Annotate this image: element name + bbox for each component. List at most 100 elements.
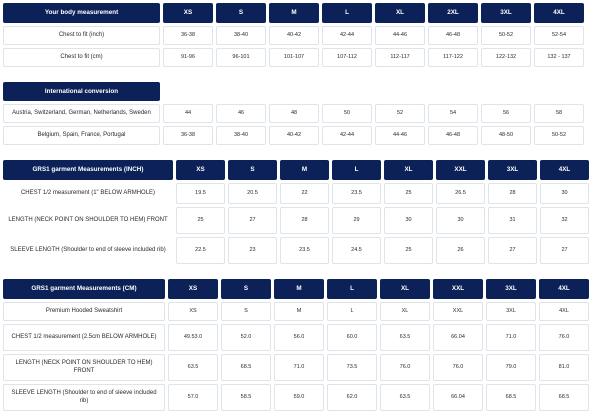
size-header: M	[280, 160, 329, 180]
size-header: XS	[168, 279, 218, 299]
size-header: L	[332, 160, 381, 180]
table-row: Chest to fit (inch) 36-38 38-40 40-42 42…	[3, 26, 597, 45]
table-cell: XXL	[433, 302, 483, 321]
table-cell: 91-96	[163, 48, 213, 67]
table-cell: 19.5	[176, 183, 225, 204]
size-header: 3XL	[481, 3, 531, 23]
table-cell: 48	[269, 104, 319, 123]
table-row: Austria, Switzerland, German, Netherland…	[3, 104, 597, 123]
row-label: LENGTH (NECK POINT ON SHOULDER TO HEM) F…	[8, 216, 168, 223]
table-cell: 101-107	[269, 48, 319, 67]
table-title: International conversion	[3, 82, 160, 101]
table-cell: 68.5	[221, 354, 271, 381]
table-cell: 132 - 137	[534, 48, 584, 67]
table-cell: 68.5	[539, 384, 589, 411]
table-row: CHEST 1/2 measurement (1" BELOW ARMHOLE)…	[3, 183, 597, 204]
table-cell: 48-50	[481, 126, 531, 145]
table-cell: 26.5	[436, 183, 485, 204]
table-cell: 56	[481, 104, 531, 123]
table-header-row: Your body measurement XS S M L XL 2XL 3X…	[3, 3, 597, 23]
table-cell: 57.0	[168, 384, 218, 411]
table-cell: 66.04	[433, 324, 483, 351]
table-row: Premium Hooded Sweatshirt XS S M L XL XX…	[3, 302, 597, 321]
table-row: Chest to fit (cm) 91-96 96-101 101-107 1…	[3, 48, 597, 67]
table-cell: 28	[280, 207, 329, 234]
table-row: LENGTH (NECK POINT ON SHOULDER TO HEM) F…	[3, 207, 597, 234]
table-row: LENGTH (NECK POINT ON SHOULDER TO HEM) F…	[3, 354, 597, 381]
size-header: XL	[380, 279, 430, 299]
size-header: XS	[163, 3, 213, 23]
table-cell: 38-40	[216, 126, 266, 145]
table-cell: 44-46	[375, 26, 425, 45]
table-cell: 23.5	[280, 237, 329, 264]
table-title: GRS1 garment Measurements (INCH)	[3, 160, 173, 180]
table-cell: 44	[163, 104, 213, 123]
table-cell: 42-44	[322, 126, 372, 145]
table-cell: 81.0	[539, 354, 589, 381]
table-cell: 25	[384, 237, 433, 264]
table-cell: 58	[534, 104, 584, 123]
table-cell: 29	[332, 207, 381, 234]
table-cell: 26	[436, 237, 485, 264]
size-header: S	[221, 279, 271, 299]
body-measurement-table: Your body measurement XS S M L XL 2XL 3X…	[3, 3, 597, 70]
row-label: Austria, Switzerland, German, Netherland…	[3, 104, 160, 123]
table-cell: 44-46	[375, 126, 425, 145]
table-row: CHEST 1/2 measurement (2.5cm BELOW ARMHO…	[3, 324, 597, 351]
table-cell: 40-42	[269, 126, 319, 145]
table-cell: 23.5	[332, 183, 381, 204]
table-cell: 27	[540, 237, 589, 264]
table-cell: 27	[488, 237, 537, 264]
table-cell: 66.04	[433, 384, 483, 411]
row-label: CHEST 1/2 measurement (2.5cm BELOW ARMHO…	[3, 324, 165, 351]
garment-cm-table: GRS1 garment Measurements (CM) XS S M L …	[3, 279, 597, 414]
table-cell: 76.0	[539, 324, 589, 351]
size-header: XL	[375, 3, 425, 23]
row-label: CHEST 1/2 measurement (1" BELOW ARMHOLE)	[20, 189, 156, 196]
table-cell: 68.5	[486, 384, 536, 411]
table-cell: 24.5	[332, 237, 381, 264]
table-cell: 25	[384, 183, 433, 204]
table-cell: 3XL	[486, 302, 536, 321]
table-cell: 122-132	[481, 48, 531, 67]
size-header: 4XL	[539, 279, 589, 299]
row-label: Belgium, Spain, France, Portugal	[3, 126, 160, 145]
table-cell: 73.5	[327, 354, 377, 381]
table-cell: 28	[488, 183, 537, 204]
table-cell: 50-52	[534, 126, 584, 145]
table-cell: 30	[384, 207, 433, 234]
table-cell: 54	[428, 104, 478, 123]
size-header: L	[327, 279, 377, 299]
table-title: GRS1 garment Measurements (CM)	[3, 279, 165, 299]
table-row: SLEEVE LENGTH (Shoulder to end of sleeve…	[3, 237, 597, 264]
table-cell: 96-101	[216, 48, 266, 67]
table-cell: 63.5	[168, 354, 218, 381]
table-row: Belgium, Spain, France, Portugal 36-38 3…	[3, 126, 597, 145]
table-cell: 42-44	[322, 26, 372, 45]
table-cell: 56.0	[274, 324, 324, 351]
table-cell: 46-48	[428, 126, 478, 145]
size-header: 3XL	[486, 279, 536, 299]
size-header: 2XL	[428, 3, 478, 23]
table-cell: S	[221, 302, 271, 321]
table-title: Your body measurement	[3, 3, 160, 23]
table-cell: 30	[540, 183, 589, 204]
table-cell: 50	[322, 104, 372, 123]
table-cell: 79.0	[486, 354, 536, 381]
table-cell: 71.0	[486, 324, 536, 351]
row-label: SLEEVE LENGTH (Shoulder to end of sleeve…	[3, 384, 165, 411]
table-cell: 25	[176, 207, 225, 234]
size-header: M	[269, 3, 319, 23]
table-cell: 31	[488, 207, 537, 234]
table-cell: 76.0	[433, 354, 483, 381]
table-cell: 22	[280, 183, 329, 204]
row-label: Premium Hooded Sweatshirt	[3, 302, 165, 321]
table-cell: XS	[168, 302, 218, 321]
size-header: M	[274, 279, 324, 299]
table-cell: 50-52	[481, 26, 531, 45]
table-cell: 27	[228, 207, 277, 234]
table-cell: 58.5	[221, 384, 271, 411]
size-header: 4XL	[540, 160, 589, 180]
table-cell: 36-38	[163, 126, 213, 145]
